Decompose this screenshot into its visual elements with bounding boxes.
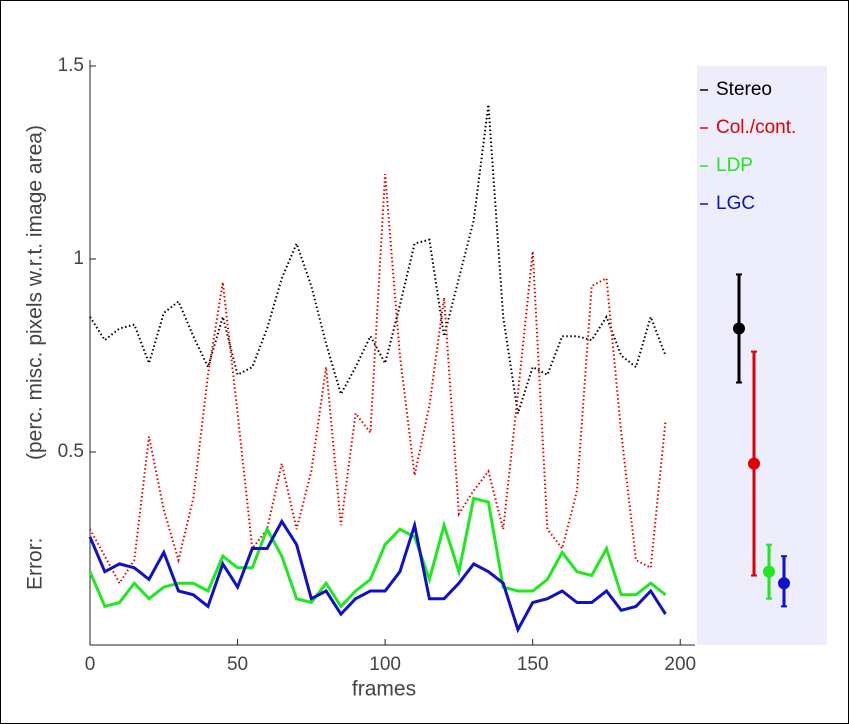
series-line [89,104,667,414]
y-tick-label: 1 [73,248,84,269]
legend-label: Col./cont. [716,117,796,138]
x-tick-label: 0 [85,654,96,675]
series-line [88,518,667,634]
y-tick-label: 1.5 [58,55,84,76]
legend-panel [697,66,827,645]
mean-marker [733,322,745,335]
y-tick-label: 0.5 [58,441,84,462]
mean-marker [763,565,775,578]
x-tick-label: 100 [369,654,401,675]
mean-marker [778,577,790,590]
y-axis-label: Error: [24,538,47,591]
series-line [88,496,667,609]
y-axis-label: (perc. misc. pixels w.r.t. image area) [24,125,47,460]
mean-marker [748,457,760,470]
legend-label: Stereo [716,79,772,100]
x-tick-label: 50 [227,654,248,675]
legend-label: LGC [716,193,755,214]
x-axis-label: frames [352,678,416,701]
series-line [89,174,667,586]
x-tick-label: 200 [664,654,696,675]
legend-label: LDP [716,155,753,176]
x-tick-label: 150 [517,654,549,675]
